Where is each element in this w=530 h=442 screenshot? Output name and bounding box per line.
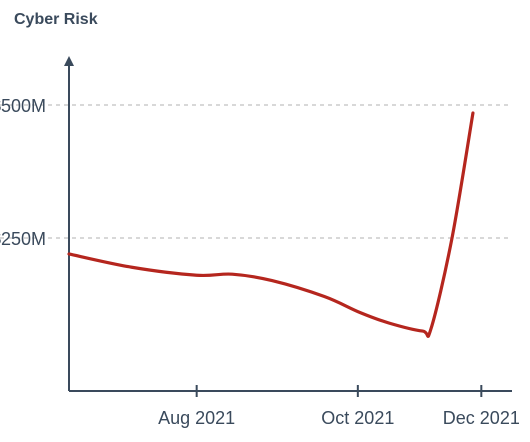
- y-axis-arrow-icon: [64, 56, 74, 66]
- tick-labels: Aug 2021 Oct 2021 Dec 2021 $250M $500M: [0, 96, 520, 428]
- x-tick-label-1: Oct 2021: [321, 408, 394, 428]
- x-tick-label-0: Aug 2021: [158, 408, 235, 428]
- series-line-0: [67, 111, 475, 338]
- series-layer: [67, 111, 475, 338]
- y-tick-label-1: $500M: [0, 96, 46, 116]
- axes: [64, 56, 512, 397]
- y-tick-label-0: $250M: [0, 229, 46, 249]
- grid-lines: [0, 104, 512, 239]
- x-tick-label-2: Dec 2021: [443, 408, 520, 428]
- chart-title: Cyber Risk: [14, 11, 98, 28]
